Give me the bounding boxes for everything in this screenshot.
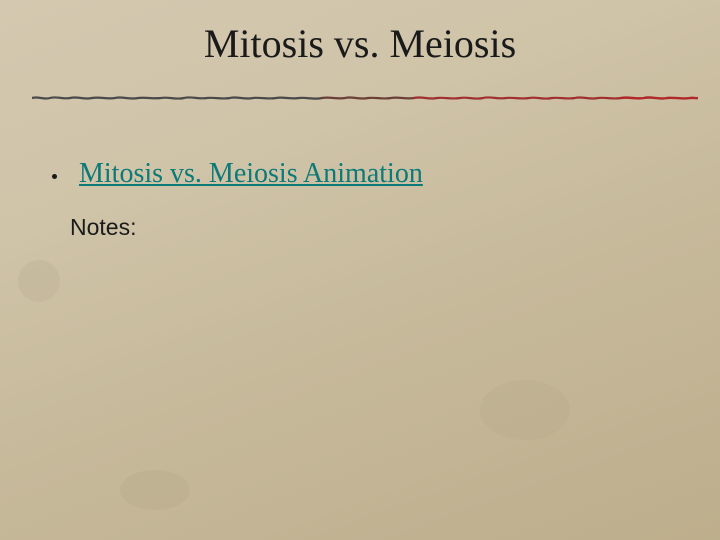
animation-link[interactable]: Mitosis vs. Meiosis Animation <box>79 158 423 190</box>
bullet-item: Mitosis vs. Meiosis Animation <box>52 158 423 190</box>
notes-label: Notes: <box>70 214 136 241</box>
rough-line-svg <box>32 93 698 103</box>
slide-canvas: Mitosis vs. Meiosis Mitosis vs. Meiosis … <box>0 0 720 540</box>
paper-texture-spot <box>480 380 570 440</box>
paper-texture-spot <box>18 260 60 302</box>
slide-title: Mitosis vs. Meiosis <box>0 20 720 67</box>
divider-line <box>32 90 698 100</box>
bullet-dot-icon <box>52 174 57 179</box>
paper-texture-spot <box>120 470 190 510</box>
